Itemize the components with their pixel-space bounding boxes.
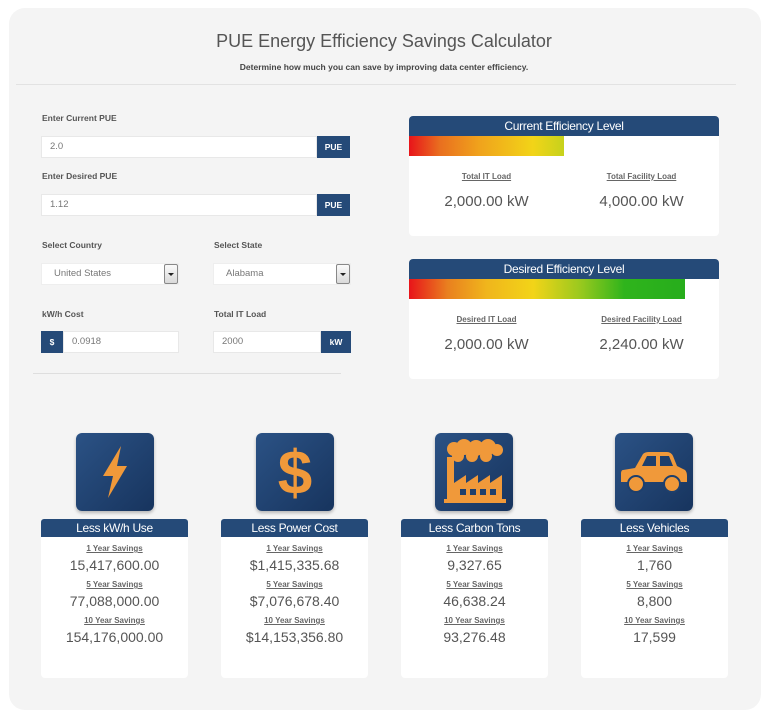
desired-facility-load-value: 2,240.00 kW <box>599 336 684 353</box>
one-year-value: 1,760 <box>636 557 673 573</box>
it-load-input[interactable]: 2000 <box>213 331 321 353</box>
one-year-label: 1 Year Savings <box>266 544 323 553</box>
five-year-label: 5 Year Savings <box>626 580 683 589</box>
lightning-icon <box>76 433 154 511</box>
state-label: Select State <box>214 240 263 250</box>
divider <box>16 84 736 85</box>
five-year-value: 8,800 <box>636 593 673 609</box>
ten-year-label: 10 Year Savings <box>264 616 325 625</box>
one-year-value: $1,415,335.68 <box>249 557 340 573</box>
ten-year-label: 10 Year Savings <box>84 616 145 625</box>
desired-facility-load-label: Desired Facility Load <box>601 315 682 324</box>
car-icon <box>615 433 693 511</box>
savings-card-power-cost: Less Power Cost 1 Year Savings $1,415,33… <box>221 519 368 678</box>
one-year-label: 1 Year Savings <box>86 544 143 553</box>
card-title: Less Vehicles <box>581 519 728 537</box>
desired-it-load-value: 2,000.00 kW <box>444 336 529 353</box>
one-year-label: 1 Year Savings <box>626 544 683 553</box>
total-it-load-label: Total IT Load <box>461 172 512 181</box>
divider <box>33 373 341 374</box>
current-efficiency-bar <box>409 136 564 156</box>
total-facility-load-value: 4,000.00 kW <box>599 193 684 210</box>
ten-year-value: $14,153,356.80 <box>245 629 344 645</box>
ten-year-value: 17,599 <box>633 629 676 645</box>
chevron-down-icon[interactable] <box>164 264 178 284</box>
savings-card-carbon: Less Carbon Tons 1 Year Savings 9,327.65… <box>401 519 548 678</box>
state-select[interactable]: Alabama <box>213 263 351 285</box>
ten-year-value: 154,176,000.00 <box>65 629 164 645</box>
desired-pue-input[interactable]: 1.12 <box>41 194 317 216</box>
one-year-value: 9,327.65 <box>447 557 502 573</box>
country-value: United States <box>54 268 112 279</box>
desired-efficiency-bar <box>409 279 685 299</box>
state-value: Alabama <box>226 268 264 279</box>
kwh-cost-input[interactable]: 0.0918 <box>63 331 179 353</box>
factory-icon <box>435 433 513 511</box>
country-label: Select Country <box>42 240 102 250</box>
desired-efficiency-title: Desired Efficiency Level <box>409 259 719 279</box>
ten-year-label: 10 Year Savings <box>624 616 685 625</box>
savings-card-kwh: Less kW/h Use 1 Year Savings 15,417,600.… <box>41 519 188 678</box>
five-year-value: 77,088,000.00 <box>69 593 160 609</box>
dollar-icon: $ <box>256 433 334 511</box>
current-efficiency-card: Current Efficiency Level Total IT Load 2… <box>409 116 719 236</box>
five-year-label: 5 Year Savings <box>86 580 143 589</box>
savings-card-vehicles: Less Vehicles 1 Year Savings 1,760 5 Yea… <box>581 519 728 678</box>
it-load-unit: kW <box>321 331 351 353</box>
five-year-label: 5 Year Savings <box>266 580 323 589</box>
card-title: Less kW/h Use <box>41 519 188 537</box>
current-pue-label: Enter Current PUE <box>42 113 117 123</box>
ten-year-label: 10 Year Savings <box>444 616 505 625</box>
desired-pue-unit: PUE <box>317 194 350 216</box>
current-efficiency-title: Current Efficiency Level <box>409 116 719 136</box>
current-pue-unit: PUE <box>317 136 350 158</box>
five-year-label: 5 Year Savings <box>446 580 503 589</box>
currency-prefix: $ <box>41 331 63 353</box>
current-pue-input[interactable]: 2.0 <box>41 136 317 158</box>
five-year-value: $7,076,678.40 <box>249 593 340 609</box>
desired-efficiency-card: Desired Efficiency Level Desired IT Load… <box>409 259 719 379</box>
country-select[interactable]: United States <box>41 263 179 285</box>
page-title: PUE Energy Efficiency Savings Calculator <box>216 31 552 51</box>
total-facility-load-label: Total Facility Load <box>606 172 677 181</box>
chevron-down-icon[interactable] <box>336 264 350 284</box>
one-year-label: 1 Year Savings <box>446 544 503 553</box>
total-it-load-value: 2,000.00 kW <box>444 193 529 210</box>
svg-text:$: $ <box>278 440 312 504</box>
kwh-cost-label: kW/h Cost <box>42 309 84 319</box>
page-subtitle: Determine how much you can save by impro… <box>239 62 529 72</box>
one-year-value: 15,417,600.00 <box>69 557 160 573</box>
it-load-label: Total IT Load <box>214 309 267 319</box>
five-year-value: 46,638.24 <box>443 593 506 609</box>
card-title: Less Carbon Tons <box>401 519 548 537</box>
desired-it-load-label: Desired IT Load <box>456 315 517 324</box>
ten-year-value: 93,276.48 <box>443 629 506 645</box>
card-title: Less Power Cost <box>221 519 368 537</box>
desired-pue-label: Enter Desired PUE <box>42 171 118 181</box>
